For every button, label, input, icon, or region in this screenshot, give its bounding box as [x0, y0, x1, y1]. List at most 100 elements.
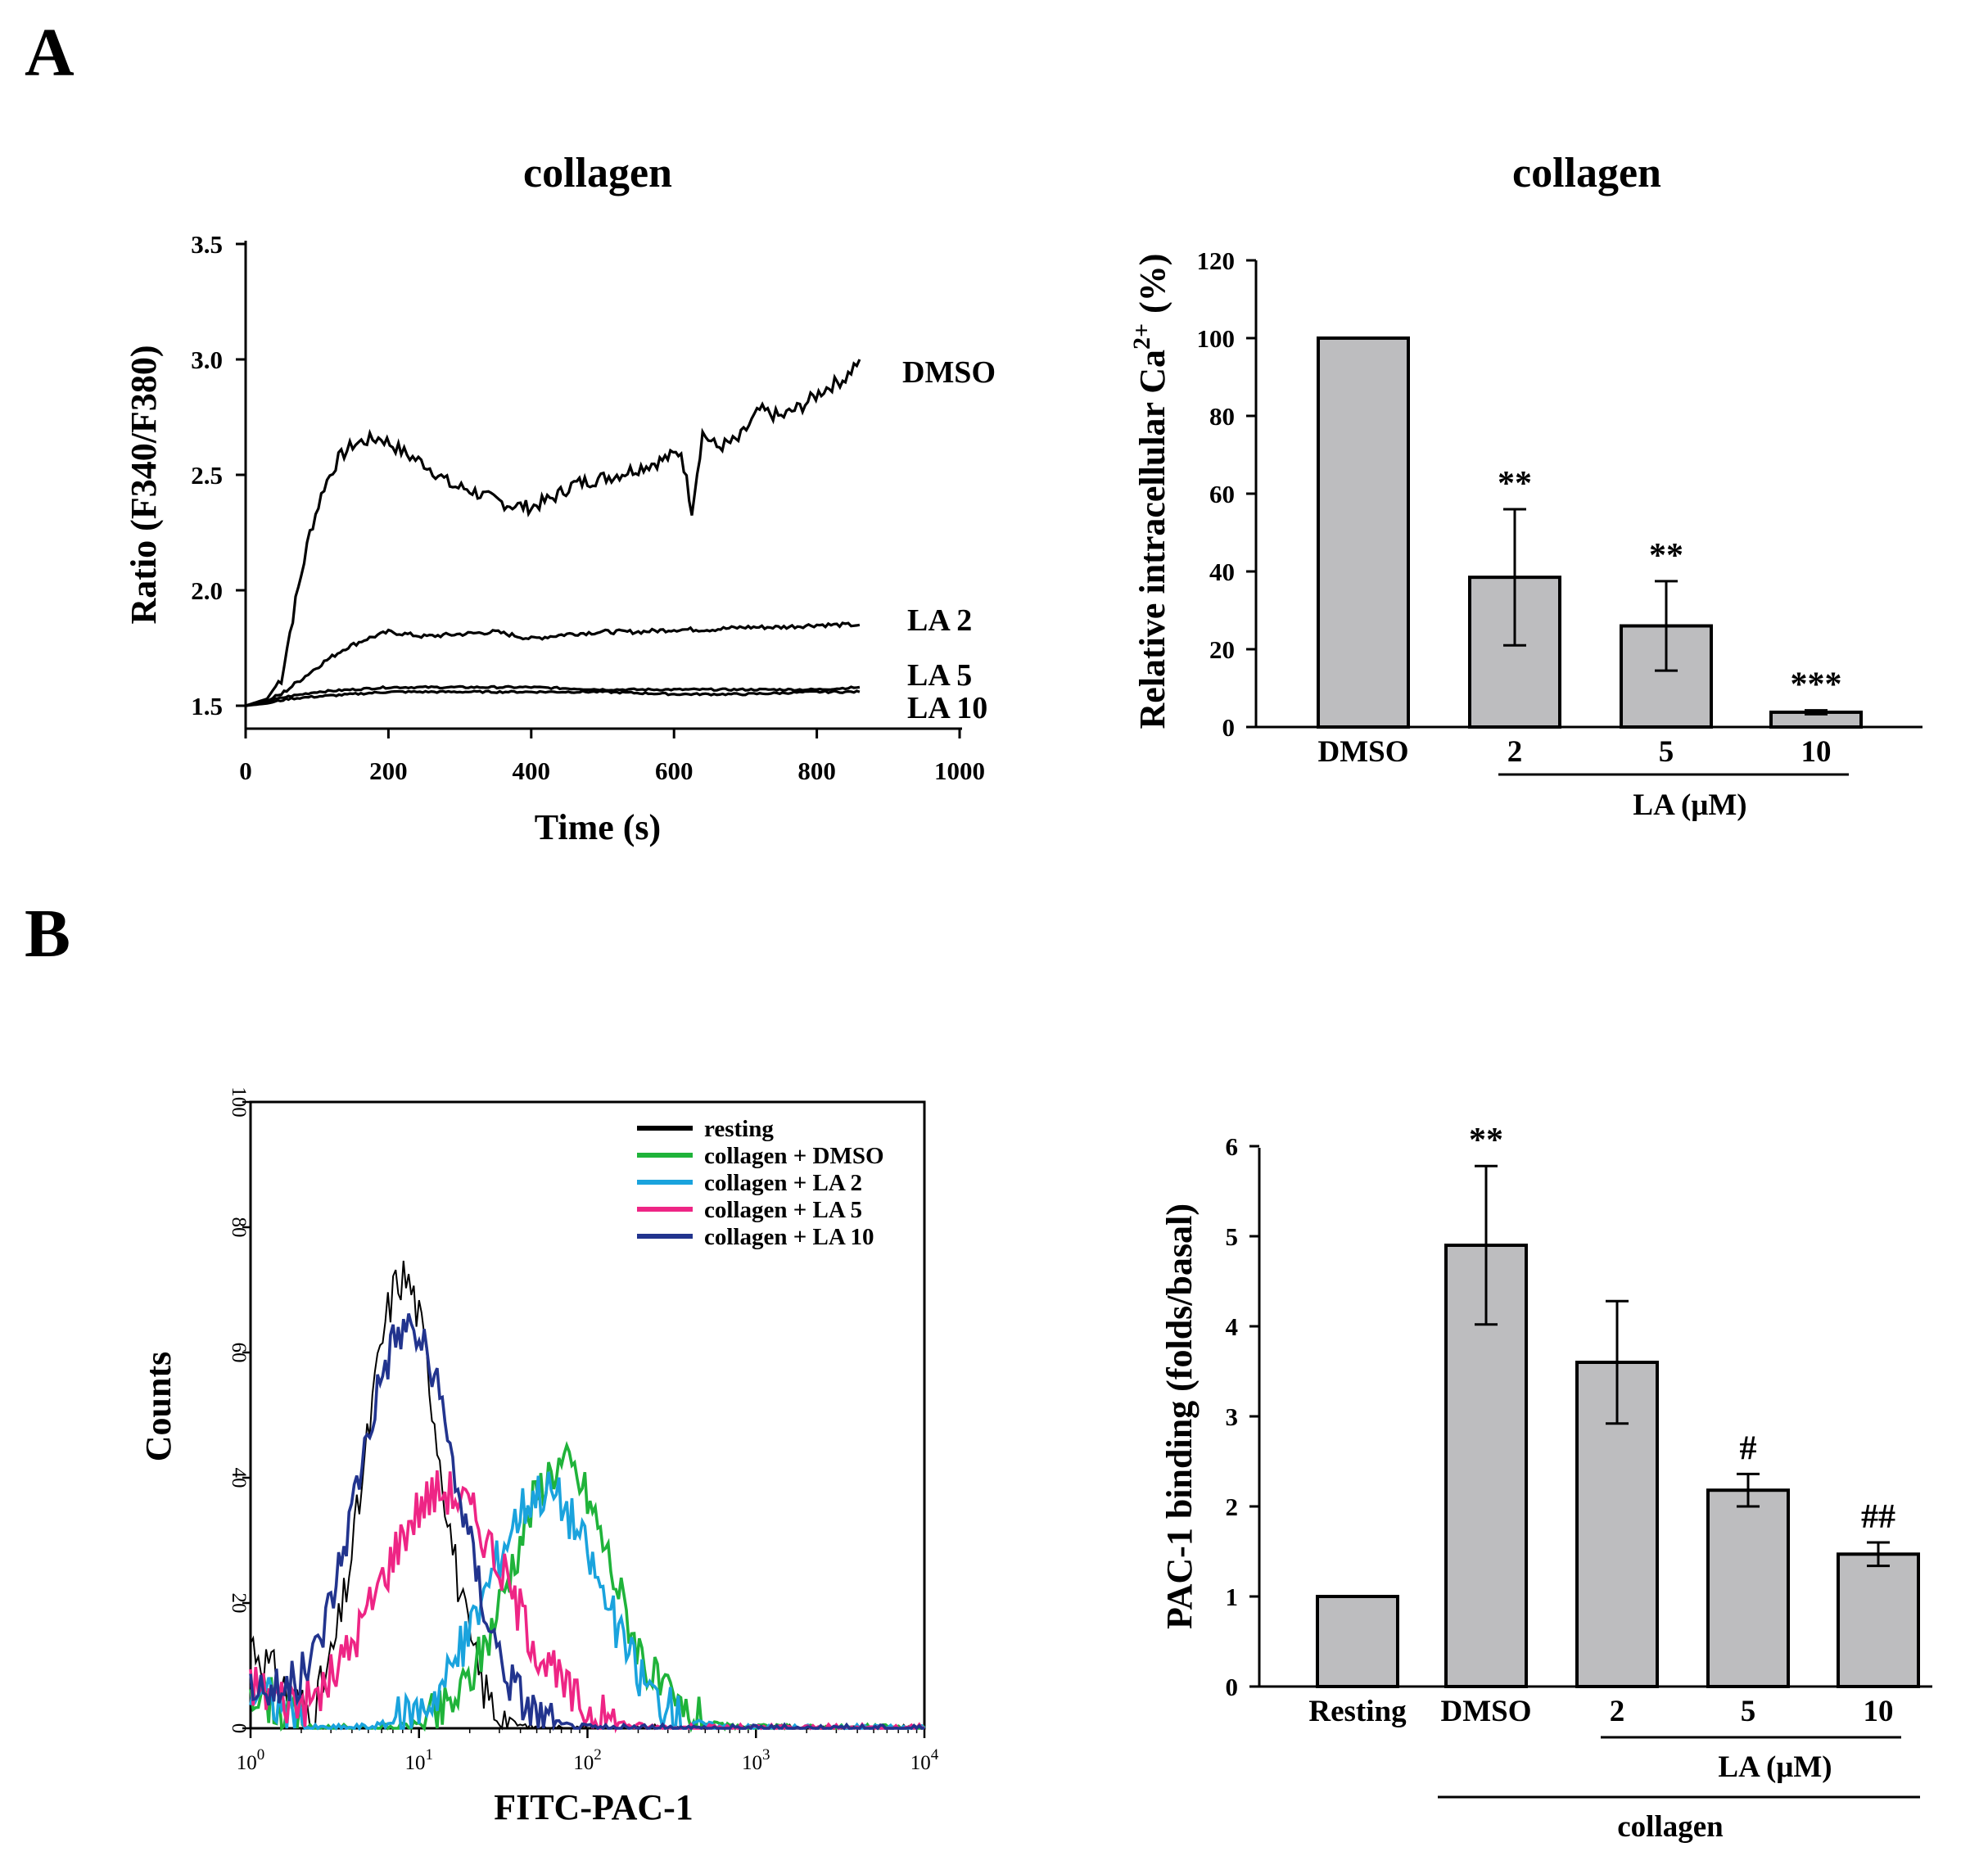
chart4-y-tick-label: 1 [1226, 1583, 1239, 1611]
chart4-group-label: LA (μM) [1718, 1750, 1832, 1784]
chart4-y-tick-label: 2 [1226, 1492, 1239, 1521]
chart3-legend-label: resting [704, 1116, 774, 1142]
chart4-y-axis-label: PAC-1 binding (folds/basal) [1159, 1203, 1200, 1629]
chart4-significance-mark: ## [1861, 1498, 1895, 1536]
chart1-series [245, 359, 861, 707]
calcium-ratio-line-chart: collagen 1.5 2.0 2.5 3.0 3.5 0 200 400 600 800 10… [124, 150, 996, 847]
chart4-y-tick-label: 0 [1226, 1673, 1239, 1701]
chart3-y-tick-label: 20 [228, 1593, 250, 1614]
chart4-outer-group-label: collagen [1617, 1810, 1724, 1844]
chart3-y-tick-label: 100 [228, 1086, 250, 1118]
chart2-y-tick-label: 0 [1222, 713, 1236, 742]
chart4-y-tick-label: 3 [1226, 1402, 1239, 1431]
chart2-bars: DMSO ** 2 ** 5 *** 10 [1317, 336, 1863, 769]
chart1-x-ticks: 0 200 400 600 800 1000 [239, 729, 985, 785]
chart1-series-line-la-5 [245, 684, 861, 707]
chart4-category-label: 2 [1610, 1695, 1625, 1728]
chart1-series-label: LA 2 [907, 603, 972, 638]
chart1-series-labels: DMSO LA 2 LA 5LA 10 [902, 355, 996, 725]
chart4-bar [1706, 1488, 1790, 1688]
chart2-y-tick-label: 80 [1209, 402, 1235, 431]
chart3-y-tick-label: 0 [228, 1723, 250, 1734]
chart2-group-label: LA (μM) [1633, 788, 1746, 822]
chart1-series-label: LA 5 [907, 658, 972, 693]
chart2-y-tick-label: 120 [1197, 246, 1236, 275]
chart3-y-tick-label: 40 [228, 1468, 250, 1488]
chart1-series-line-dmso [245, 359, 861, 707]
chart3-y-tick-label: 60 [228, 1343, 250, 1363]
chart4-category-label: Resting [1308, 1695, 1407, 1728]
chart2-category-label: 5 [1659, 735, 1674, 769]
chart3-y-tick-label: 80 [228, 1217, 250, 1238]
chart4-y-tick-label: 4 [1226, 1312, 1239, 1341]
chart1-y-tick-label: 2.5 [191, 461, 223, 490]
chart1-y-tick-label: 3.5 [191, 230, 223, 259]
chart3-x-tick-label: 101 [405, 1746, 434, 1774]
chart1-x-tick-label: 800 [797, 756, 836, 785]
panel-label-a: A [25, 15, 75, 91]
chart2-category-label: DMSO [1318, 735, 1409, 769]
chart3-y-axis-label: Counts [138, 1352, 178, 1462]
chart3-series-collagen-la-10 [249, 1313, 924, 1732]
chart1-y-axis-label: Ratio (F340/F380) [124, 345, 164, 625]
chart3-x-ticks: 100 101 102 103 104 [237, 1728, 939, 1774]
chart3-x-tick-label: 100 [237, 1746, 265, 1774]
chart2-title: collagen [1512, 150, 1661, 196]
chart2-y-ticks: 0 20 40 60 80 100 120 [1197, 246, 1256, 742]
chart1-x-tick-label: 400 [513, 756, 551, 785]
chart2-y-tick-label: 60 [1209, 480, 1235, 508]
chart1-x-tick-label: 0 [239, 756, 252, 785]
chart2-y-tick-label: 40 [1209, 558, 1235, 586]
chart1-series-line-la-2 [245, 621, 861, 707]
chart1-x-tick-label: 1000 [934, 756, 985, 785]
chart2-bar [1317, 336, 1410, 729]
chart2-y-axis-label: Relative intracellular Ca2+(%) [1128, 254, 1172, 729]
pac1-binding-bar-chart: 0 1 2 3 4 5 6 Resting ** DMSO 2 #5 ## 10 LA (μM) col… [1159, 1122, 1932, 1844]
chart2-significance-mark: ** [1649, 537, 1683, 575]
chart2-category-label: 2 [1507, 735, 1523, 769]
chart3-x-tick-label: 104 [910, 1746, 939, 1774]
chart4-category-label: DMSO [1441, 1695, 1532, 1728]
chart3-legend-label: collagen + LA 10 [704, 1224, 874, 1250]
chart1-y-ticks: 1.5 2.0 2.5 3.0 3.5 [191, 230, 246, 720]
chart1-y-tick-label: 1.5 [191, 692, 223, 720]
chart1-y-tick-label: 3.0 [191, 345, 223, 374]
chart4-y-tick-label: 6 [1226, 1132, 1239, 1161]
chart4-category-label: 5 [1741, 1695, 1756, 1728]
chart1-series-label: DMSO [902, 355, 996, 390]
chart3-series-collagen-dmso [249, 1441, 926, 1733]
chart4-bar [1837, 1552, 1920, 1689]
chart3-x-axis-label: FITC-PAC-1 [494, 1787, 694, 1827]
chart3-legend-label: collagen + DMSO [704, 1143, 884, 1169]
chart4-bar [1316, 1595, 1399, 1688]
panel-label-b: B [25, 896, 70, 972]
chart3-legend-label: collagen + LA 2 [704, 1170, 862, 1196]
chart1-x-axis-label: Time (s) [535, 807, 661, 847]
chart1-series-label: LA 10 [907, 691, 987, 725]
chart1-x-tick-label: 200 [369, 756, 408, 785]
chart4-bars: Resting ** DMSO 2 #5 ## 10 [1308, 1122, 1920, 1728]
chart3-y-ticks: 0 20 40 60 80 100 [228, 1086, 251, 1733]
chart2-significance-mark: *** [1791, 666, 1842, 704]
chart2-significance-mark: ** [1498, 465, 1532, 503]
chart1-title: collagen [523, 150, 672, 196]
calcium-bar-chart: collagen 0 20 40 60 80 100 120 DMSO ** 2 ** 5 *** 10… [1128, 150, 1922, 822]
chart4-category-label: 10 [1864, 1695, 1894, 1728]
chart2-category-label: 10 [1801, 735, 1832, 769]
chart4-y-tick-label: 5 [1226, 1222, 1239, 1251]
chart3-x-tick-label: 102 [573, 1746, 602, 1774]
chart2-y-tick-label: 20 [1209, 635, 1235, 664]
chart4-y-ticks: 0 1 2 3 4 5 6 [1226, 1132, 1259, 1701]
chart3-legend-label: collagen + LA 5 [704, 1197, 862, 1223]
chart4-significance-mark: # [1740, 1429, 1757, 1467]
chart4-significance-mark: ** [1469, 1122, 1503, 1159]
chart1-series-line-la-10 [245, 689, 861, 707]
chart3-x-tick-label: 103 [742, 1746, 770, 1774]
chart3-series [249, 1260, 926, 1734]
chart2-y-tick-label: 100 [1197, 324, 1236, 353]
chart1-x-tick-label: 600 [655, 756, 694, 785]
chart1-y-tick-label: 2.0 [191, 576, 223, 605]
